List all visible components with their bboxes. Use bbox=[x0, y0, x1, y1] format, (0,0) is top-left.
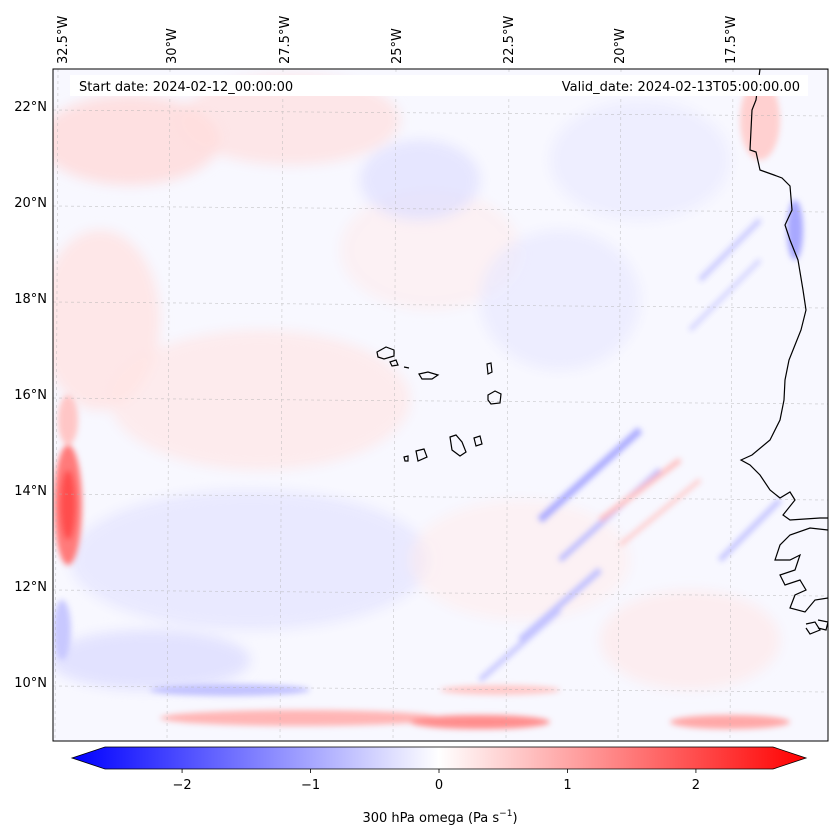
map-panel bbox=[53, 69, 828, 741]
colorbar: −2 −1 0 1 2 300 hPa omega (Pa s−1) bbox=[70, 746, 808, 826]
lat-label: 12°N bbox=[14, 580, 47, 595]
lat-label: 20°N bbox=[14, 196, 47, 211]
lon-label: 27.5°W bbox=[278, 16, 293, 64]
lon-label: 25°W bbox=[390, 28, 405, 64]
gridlines bbox=[53, 69, 828, 741]
lat-label: 10°N bbox=[14, 676, 47, 691]
lon-label: 22.5°W bbox=[502, 16, 517, 64]
colorbar-bar bbox=[70, 746, 808, 770]
lon-label: 32.5°W bbox=[56, 16, 71, 64]
colorbar-tick-label: −1 bbox=[301, 778, 320, 793]
africa-coastline-south bbox=[774, 527, 828, 635]
lat-label: 16°N bbox=[14, 388, 47, 403]
cape-verde-islands bbox=[376, 346, 502, 462]
map-frame bbox=[52, 68, 829, 742]
latitude-labels: 22°N 20°N 18°N 16°N 14°N 12°N 10°N bbox=[14, 100, 47, 691]
lon-label: 20°W bbox=[613, 28, 628, 64]
africa-coastline bbox=[739, 69, 828, 521]
lat-label: 22°N bbox=[14, 100, 47, 115]
date-label-box bbox=[70, 75, 808, 96]
lat-label: 18°N bbox=[14, 292, 47, 307]
colorbar-label: 300 hPa omega (Pa s−1) bbox=[362, 809, 517, 826]
lat-label: 14°N bbox=[14, 484, 47, 499]
lon-label: 17.5°W bbox=[724, 16, 739, 64]
omega-field bbox=[53, 75, 780, 690]
omega-streaks bbox=[53, 80, 803, 729]
lon-label: 30°W bbox=[165, 28, 180, 64]
valid-date-label: Valid_date: 2024-02-13T05:00:00.00 bbox=[562, 80, 800, 95]
start-date-label: Start date: 2024-02-12_00:00:00 bbox=[79, 80, 293, 95]
colorbar-tick-label: −2 bbox=[172, 778, 191, 793]
longitude-labels: 32.5°W 30°W 27.5°W 25°W 22.5°W 20°W 17.5… bbox=[56, 16, 739, 64]
colorbar-ticks: −2 −1 0 1 2 bbox=[172, 769, 700, 793]
colorbar-tick-label: 2 bbox=[692, 778, 700, 793]
colorbar-tick-label: 0 bbox=[435, 778, 443, 793]
colorbar-tick-label: 1 bbox=[563, 778, 571, 793]
